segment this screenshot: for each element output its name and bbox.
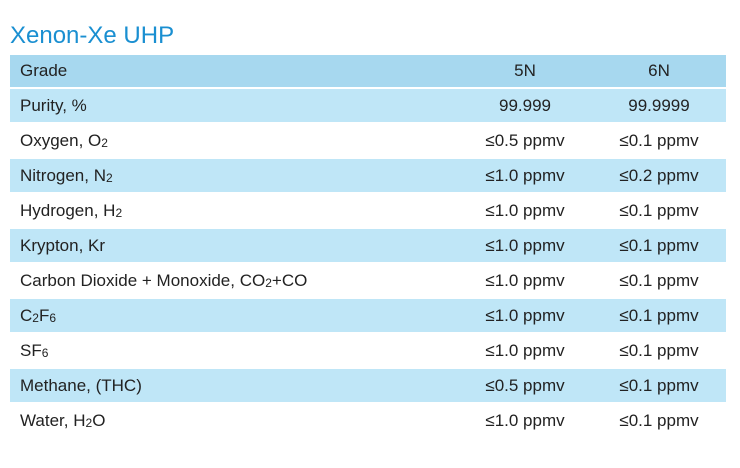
row-value-6n: ≤0.2 ppmv	[619, 165, 699, 185]
specification-table: Grade 5N 6N Purity, % 99.999 99.9999 Oxygen…	[10, 55, 726, 439]
row-value-5n: 99.999	[499, 95, 551, 115]
page-title: Xenon-Xe UHP	[10, 22, 175, 49]
row-value-5n: ≤0.5 ppmv	[485, 375, 565, 395]
row-component-name: Carbon Dioxide + Monoxide, CO2+CO	[20, 270, 308, 290]
row-value-5n: ≤1.0 ppmv	[485, 305, 565, 325]
table-row: Nitrogen, N2 ≤1.0 ppmv ≤0.2 ppmv	[10, 159, 726, 194]
row-component-name: C2F6	[20, 305, 57, 325]
row-value-6n: ≤0.1 ppmv	[619, 410, 699, 430]
table-row: C2F6 ≤1.0 ppmv ≤0.1 ppmv	[10, 299, 726, 334]
table-header-row: Grade 5N 6N	[10, 55, 726, 89]
row-value-6n: ≤0.1 ppmv	[619, 375, 699, 395]
row-component-name: Krypton, Kr	[20, 235, 106, 255]
row-component-name: Water, H2O	[20, 410, 106, 430]
row-value-5n: ≤1.0 ppmv	[485, 165, 565, 185]
table-row: Hydrogen, H2 ≤1.0 ppmv ≤0.1 ppmv	[10, 194, 726, 229]
header-5n: 5N	[514, 61, 536, 80]
row-component-name: Hydrogen, H2	[20, 200, 123, 220]
row-value-6n: ≤0.1 ppmv	[619, 270, 699, 290]
row-value-6n: ≤0.1 ppmv	[619, 340, 699, 360]
table-row: SF6 ≤1.0 ppmv ≤0.1 ppmv	[10, 334, 726, 369]
row-value-5n: ≤1.0 ppmv	[485, 200, 565, 220]
row-value-5n: ≤1.0 ppmv	[485, 340, 565, 360]
row-component-name: Oxygen, O2	[20, 130, 108, 150]
row-value-6n: 99.9999	[628, 95, 690, 115]
row-value-6n: ≤0.1 ppmv	[619, 305, 699, 325]
row-value-6n: ≤0.1 ppmv	[619, 200, 699, 220]
row-value-5n: ≤0.5 ppmv	[485, 130, 565, 150]
row-value-5n: ≤1.0 ppmv	[485, 410, 565, 430]
row-component-name: Purity, %	[20, 95, 87, 115]
row-value-5n: ≤1.0 ppmv	[485, 270, 565, 290]
header-grade: Grade	[20, 61, 68, 80]
row-component-name: Methane, (THC)	[20, 375, 142, 395]
table-row: Purity, % 99.999 99.9999	[10, 89, 726, 124]
header-6n: 6N	[648, 61, 670, 80]
row-component-name: Nitrogen, N2	[20, 165, 113, 185]
table-row: Methane, (THC) ≤0.5 ppmv ≤0.1 ppmv	[10, 369, 726, 404]
row-value-6n: ≤0.1 ppmv	[619, 130, 699, 150]
row-value-6n: ≤0.1 ppmv	[619, 235, 699, 255]
table-row: Oxygen, O2 ≤0.5 ppmv ≤0.1 ppmv	[10, 124, 726, 159]
table-row: Water, H2O ≤1.0 ppmv ≤0.1 ppmv	[10, 404, 726, 439]
table-row: Krypton, Kr ≤1.0 ppmv ≤0.1 ppmv	[10, 229, 726, 264]
row-component-name: SF6	[20, 340, 49, 360]
table-row: Carbon Dioxide + Monoxide, CO2+CO ≤1.0 pp…	[10, 264, 726, 299]
row-value-5n: ≤1.0 ppmv	[485, 235, 565, 255]
